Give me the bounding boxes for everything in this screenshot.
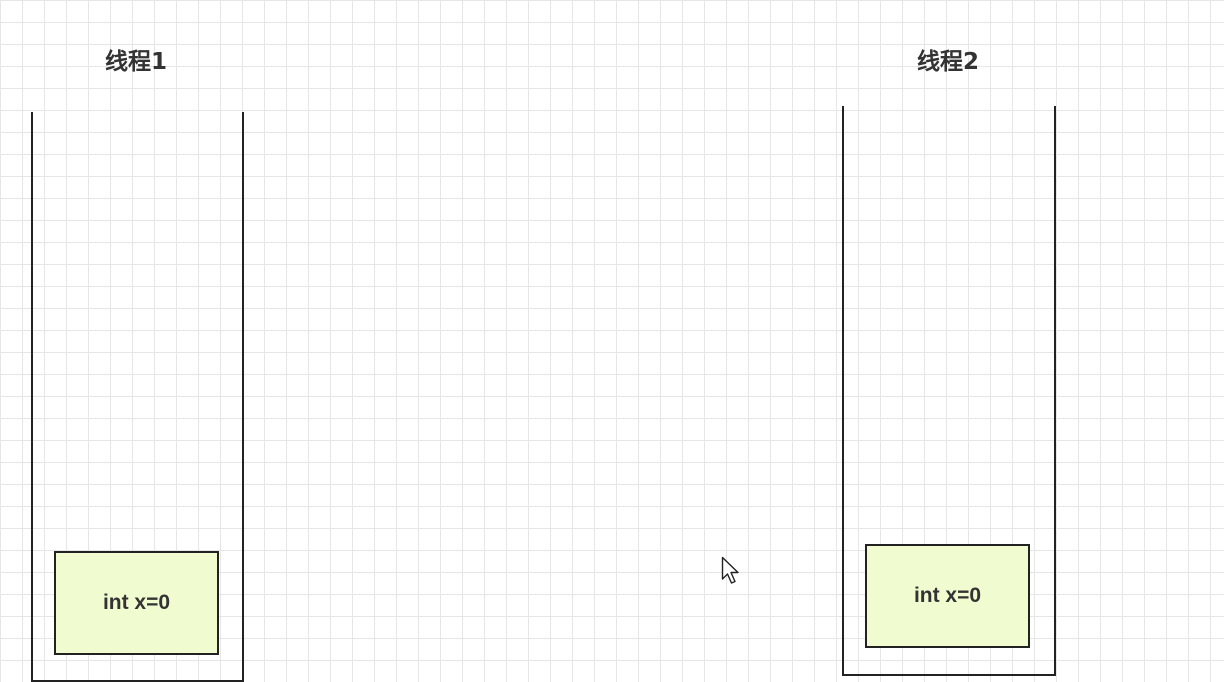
- thread-1-frame-label: int x=0: [102, 591, 171, 614]
- thread-2-stack: [842, 106, 1056, 676]
- thread-2-frame-label: int x=0: [913, 584, 982, 607]
- thread-1-stack-frame: int x=0: [54, 551, 219, 655]
- thread-1-title: 线程1: [104, 49, 168, 75]
- thread-2-title: 线程2: [916, 49, 980, 75]
- thread-2-stack-frame: int x=0: [865, 544, 1030, 648]
- thread-1-stack: [31, 112, 244, 682]
- mouse-pointer-icon: [721, 556, 739, 584]
